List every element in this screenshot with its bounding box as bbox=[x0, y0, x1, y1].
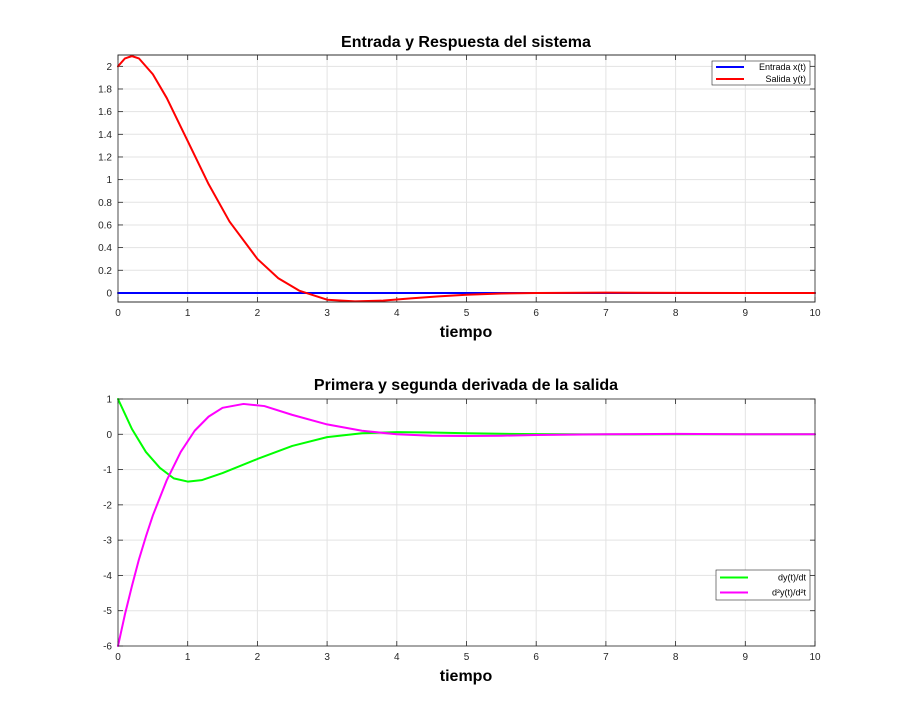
bottom-y-tick-label-6: 0 bbox=[106, 430, 112, 441]
top-x-tick-label-7: 7 bbox=[603, 308, 609, 319]
top-y-tick-label-4: 0.8 bbox=[98, 198, 112, 209]
top-x-tick-label-8: 8 bbox=[673, 308, 679, 319]
top-x-tick-label-10: 10 bbox=[809, 308, 821, 319]
top-y-tick-label-1: 0.2 bbox=[98, 266, 112, 277]
top-y-tick-label-8: 1.6 bbox=[98, 107, 112, 118]
bottom-legend-box bbox=[715, 569, 811, 601]
top-y-tick-label-6: 1.2 bbox=[98, 152, 112, 163]
bottom-y-tick-label-1: -5 bbox=[103, 606, 112, 617]
top-y-tick-label-2: 0.4 bbox=[98, 243, 112, 254]
bottom-x-tick-label-2: 2 bbox=[255, 652, 261, 663]
bottom-legend-label-1: d²y(t)/d²t bbox=[772, 588, 807, 598]
top-y-tick-label-0: 0 bbox=[106, 288, 112, 299]
bottom-y-tick-label-0: -6 bbox=[103, 642, 112, 653]
x-axis-label-top: tiempo bbox=[440, 324, 493, 341]
axes-bottom-series bbox=[117, 398, 816, 647]
bottom-x-tick-label-9: 9 bbox=[743, 652, 749, 663]
top-legend-box bbox=[711, 60, 811, 86]
chart-title-bottom: Primera y segunda derivada de la salida bbox=[314, 377, 618, 394]
chart-title-top: Entrada y Respuesta del sistema bbox=[341, 34, 591, 51]
x-axis-label-bottom: tiempo bbox=[440, 668, 493, 685]
top-y-tick-label-7: 1.4 bbox=[98, 130, 112, 141]
top-x-tick-label-4: 4 bbox=[394, 308, 400, 319]
top-x-tick-label-5: 5 bbox=[464, 308, 470, 319]
bottom-legend-label-0: dy(t)/dt bbox=[778, 573, 807, 583]
top-x-tick-label-3: 3 bbox=[324, 308, 330, 319]
bottom-x-tick-label-4: 4 bbox=[394, 652, 400, 663]
top-x-tick-label-2: 2 bbox=[255, 308, 261, 319]
axes-bottom: 0 1 2 3 4 5 6 7 8 9 10 -6 -5 -4 -3 -2 -1 0 1 Primera y seg… bbox=[103, 377, 821, 685]
top-legend-label-1: Salida y(t) bbox=[765, 74, 806, 84]
axes-top-frame bbox=[117, 54, 816, 303]
bottom-y-tick-label-2: -4 bbox=[103, 571, 112, 582]
bottom-y-tick-label-5: -1 bbox=[103, 465, 112, 476]
top-x-tick-label-1: 1 bbox=[185, 308, 191, 319]
top-legend-label-0: Entrada x(t) bbox=[759, 62, 806, 72]
bottom-x-tick-label-5: 5 bbox=[464, 652, 470, 663]
axes-bottom-frame bbox=[117, 398, 816, 647]
axes-top: 0 1 2 3 4 5 6 7 8 9 1000.20.40.60.811.21.41.61.82 … bbox=[98, 34, 821, 341]
top-x-tick-label-6: 6 bbox=[533, 308, 539, 319]
bottom-x-tick-label-3: 3 bbox=[324, 652, 330, 663]
axes-top-series bbox=[117, 55, 816, 303]
bottom-x-tick-label-6: 6 bbox=[533, 652, 539, 663]
bottom-y-tick-label-3: -3 bbox=[103, 536, 112, 547]
bottom-x-tick-label-1: 1 bbox=[185, 652, 191, 663]
axes-top-ticks: 0 1 2 3 4 5 6 7 8 9 10 0 0.2 0.4 0.6 0.8 1 1.2 1.4 1.6 1.8 2 bbox=[98, 55, 821, 319]
bottom-y-tick-label-7: 1 bbox=[106, 395, 112, 406]
bottom-y-tick-label-4: -2 bbox=[103, 500, 112, 511]
legend-bottom: dy(t)/dt d²y(t)/d²t bbox=[715, 569, 811, 601]
bottom-x-tick-label-10: 10 bbox=[809, 652, 821, 663]
top-x-tick-label-9: 9 bbox=[743, 308, 749, 319]
top-series-line-1 bbox=[117, 55, 816, 303]
bottom-series-line-1 bbox=[117, 402, 816, 647]
top-y-tick-label-9: 1.8 bbox=[98, 84, 112, 95]
bottom-x-tick-label-0: 0 bbox=[115, 652, 121, 663]
bottom-x-tick-label-8: 8 bbox=[673, 652, 679, 663]
legend-top: Entrada x(t) Salida y(t) bbox=[711, 60, 811, 86]
top-y-tick-label-3: 0.6 bbox=[98, 220, 112, 231]
top-y-tick-label-10: 2 bbox=[106, 62, 112, 73]
top-x-tick-label-0: 0 bbox=[115, 308, 121, 319]
top-y-tick-label-5: 1 bbox=[106, 175, 112, 186]
bottom-x-tick-label-7: 7 bbox=[603, 652, 609, 663]
